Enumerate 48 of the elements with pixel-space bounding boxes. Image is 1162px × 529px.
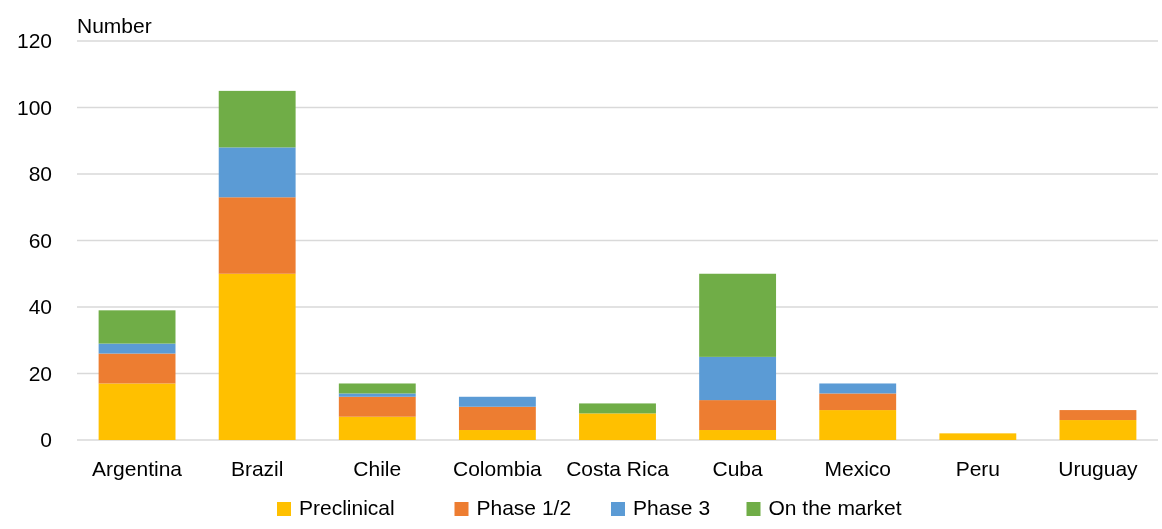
legend-label: Preclinical (299, 496, 395, 519)
bar (819, 410, 897, 440)
y-tick-label: 0 (40, 428, 52, 452)
bar (819, 393, 897, 411)
bar (338, 393, 416, 397)
bar (338, 416, 416, 440)
bar (699, 356, 777, 401)
x-tick-label: Cuba (712, 457, 764, 480)
y-tick-label: 20 (28, 361, 52, 385)
bar (338, 396, 416, 417)
x-tick-label: Uruguay (1058, 457, 1139, 480)
bar (218, 197, 296, 274)
bar (579, 413, 656, 440)
bar (218, 90, 296, 148)
bar (98, 353, 176, 384)
legend-label: Phase 1/2 (476, 496, 572, 519)
bar (939, 433, 1017, 440)
bar (218, 273, 296, 440)
y-tick-label: 80 (28, 162, 52, 186)
bar (98, 383, 176, 440)
bar (699, 430, 777, 440)
x-tick-label: Argentina (92, 457, 183, 480)
legend-label: Phase 3 (633, 496, 711, 519)
y-tick-label: 120 (16, 29, 52, 53)
x-tick-label: Colombia (453, 457, 543, 480)
y-tick-label: 100 (16, 95, 52, 119)
y-axis-title: Number (77, 14, 152, 37)
x-tick-label: Mexico (824, 457, 891, 480)
bar (819, 383, 897, 394)
bar (98, 343, 176, 354)
bar (699, 273, 777, 357)
bar (458, 406, 536, 431)
bar (458, 396, 536, 407)
bar (218, 147, 296, 198)
bar (338, 383, 416, 394)
x-tick-label: Chile (353, 457, 402, 480)
x-tick-label: Brazil (230, 457, 284, 480)
y-tick-label: 60 (28, 228, 52, 252)
bar (699, 400, 777, 431)
x-tick-label: Costa Rica (566, 457, 670, 480)
bar (579, 403, 656, 414)
bar (1059, 410, 1137, 421)
x-tick-label: Peru (955, 457, 1001, 480)
y-tick-label: 40 (28, 295, 52, 319)
bar (98, 310, 176, 344)
bar (458, 430, 536, 440)
bar (1059, 420, 1137, 440)
legend-label: On the market (768, 496, 902, 519)
